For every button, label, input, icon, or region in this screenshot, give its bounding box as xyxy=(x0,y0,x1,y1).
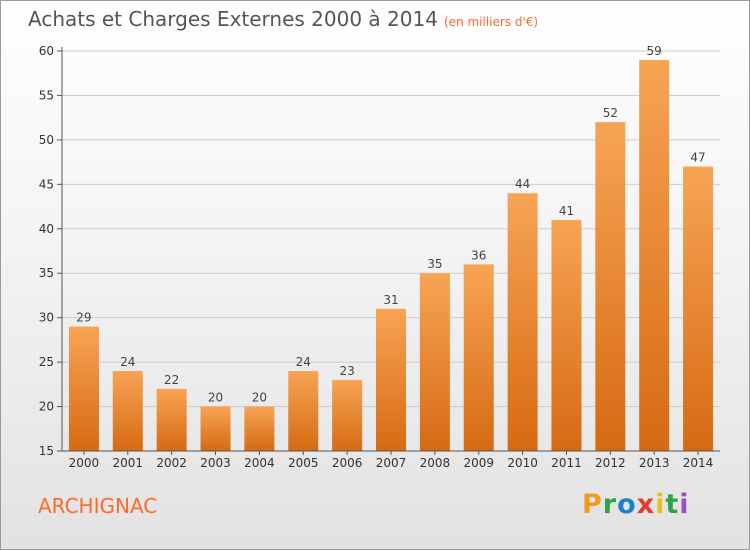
y-tick-label: 40 xyxy=(39,222,54,236)
bar-2007 xyxy=(376,308,406,451)
bar-2011 xyxy=(551,219,582,451)
y-tick-label: 60 xyxy=(39,44,54,58)
bar-2014 xyxy=(683,166,714,452)
data-label-2008: 35 xyxy=(427,257,442,271)
y-tick-label: 45 xyxy=(39,177,54,191)
bar-2013 xyxy=(639,59,670,452)
x-tick-label: 2002 xyxy=(156,456,187,470)
x-tick-label: 2014 xyxy=(683,456,714,470)
bar-2004 xyxy=(244,406,275,451)
axes xyxy=(57,47,720,455)
data-label-2000: 29 xyxy=(76,311,91,325)
y-tick-label: 50 xyxy=(39,133,54,147)
logo-letter: r xyxy=(602,489,618,520)
x-tick-label: 2009 xyxy=(463,456,494,470)
logo-letter: x xyxy=(636,489,656,520)
x-tick-label: 2006 xyxy=(332,456,363,470)
x-tick-label: 2003 xyxy=(200,456,231,470)
data-label-2014: 47 xyxy=(690,151,705,165)
data-label-2002: 22 xyxy=(164,373,179,387)
x-tick-label: 2004 xyxy=(244,456,275,470)
x-tick-label: 2000 xyxy=(69,456,100,470)
bar-2010 xyxy=(507,193,538,451)
x-tick-label: 2005 xyxy=(288,456,319,470)
bars xyxy=(68,59,714,452)
data-label-2001: 24 xyxy=(120,355,135,369)
data-label-2013: 59 xyxy=(647,44,662,58)
unit-label: (en milliers d'€) xyxy=(443,15,539,29)
logo-letter: o xyxy=(617,489,637,520)
x-tick-label: 2008 xyxy=(420,456,451,470)
bar-2009 xyxy=(463,264,494,451)
logo-letter: i xyxy=(679,489,690,520)
y-tick-label: 20 xyxy=(39,400,54,414)
x-tick-label: 2013 xyxy=(639,456,670,470)
data-label-2012: 52 xyxy=(603,106,618,120)
data-label-2010: 44 xyxy=(515,177,530,191)
data-label-2004: 20 xyxy=(252,391,267,405)
y-tick-label: 30 xyxy=(39,311,54,325)
y-tick-label: 55 xyxy=(39,88,54,102)
bar-2008 xyxy=(419,273,450,451)
x-tick-label: 2010 xyxy=(507,456,538,470)
logo-letter: t xyxy=(665,489,680,520)
y-tick-label: 35 xyxy=(39,266,54,280)
data-label-2005: 24 xyxy=(296,355,311,369)
x-tick-label: 2012 xyxy=(595,456,626,470)
x-tick-label: 2001 xyxy=(113,456,144,470)
chart-title: Achats et Charges Externes 2000 à 2014 (e… xyxy=(28,7,538,31)
logo-letter: P xyxy=(582,489,603,520)
bar-2000 xyxy=(68,326,99,451)
data-label-2006: 23 xyxy=(339,364,354,378)
bar-2001 xyxy=(112,371,143,451)
bar-2002 xyxy=(156,388,187,451)
data-label-2011: 41 xyxy=(559,204,574,218)
proxiti-logo: Proxiti xyxy=(582,489,690,520)
data-label-2009: 36 xyxy=(471,248,486,262)
commune-name: ARCHIGNAC xyxy=(38,494,158,518)
y-tick-label: 25 xyxy=(39,355,54,369)
x-tick-label: 2007 xyxy=(376,456,407,470)
logo-letter: i xyxy=(655,489,666,520)
bar-2006 xyxy=(332,379,363,451)
bar-2003 xyxy=(200,406,231,451)
title-text: Achats et Charges Externes 2000 à 2014 xyxy=(28,7,438,31)
bar-2012 xyxy=(595,122,626,451)
y-tick-label: 15 xyxy=(39,444,54,458)
labels: 15 20 25 30 35 40 45 50 55 60 29 2000 24 2001 22 2002 20… xyxy=(39,44,714,470)
x-tick-label: 2011 xyxy=(551,456,582,470)
data-label-2003: 20 xyxy=(208,391,223,405)
bar-2005 xyxy=(288,371,319,451)
data-label-2007: 31 xyxy=(383,293,398,307)
